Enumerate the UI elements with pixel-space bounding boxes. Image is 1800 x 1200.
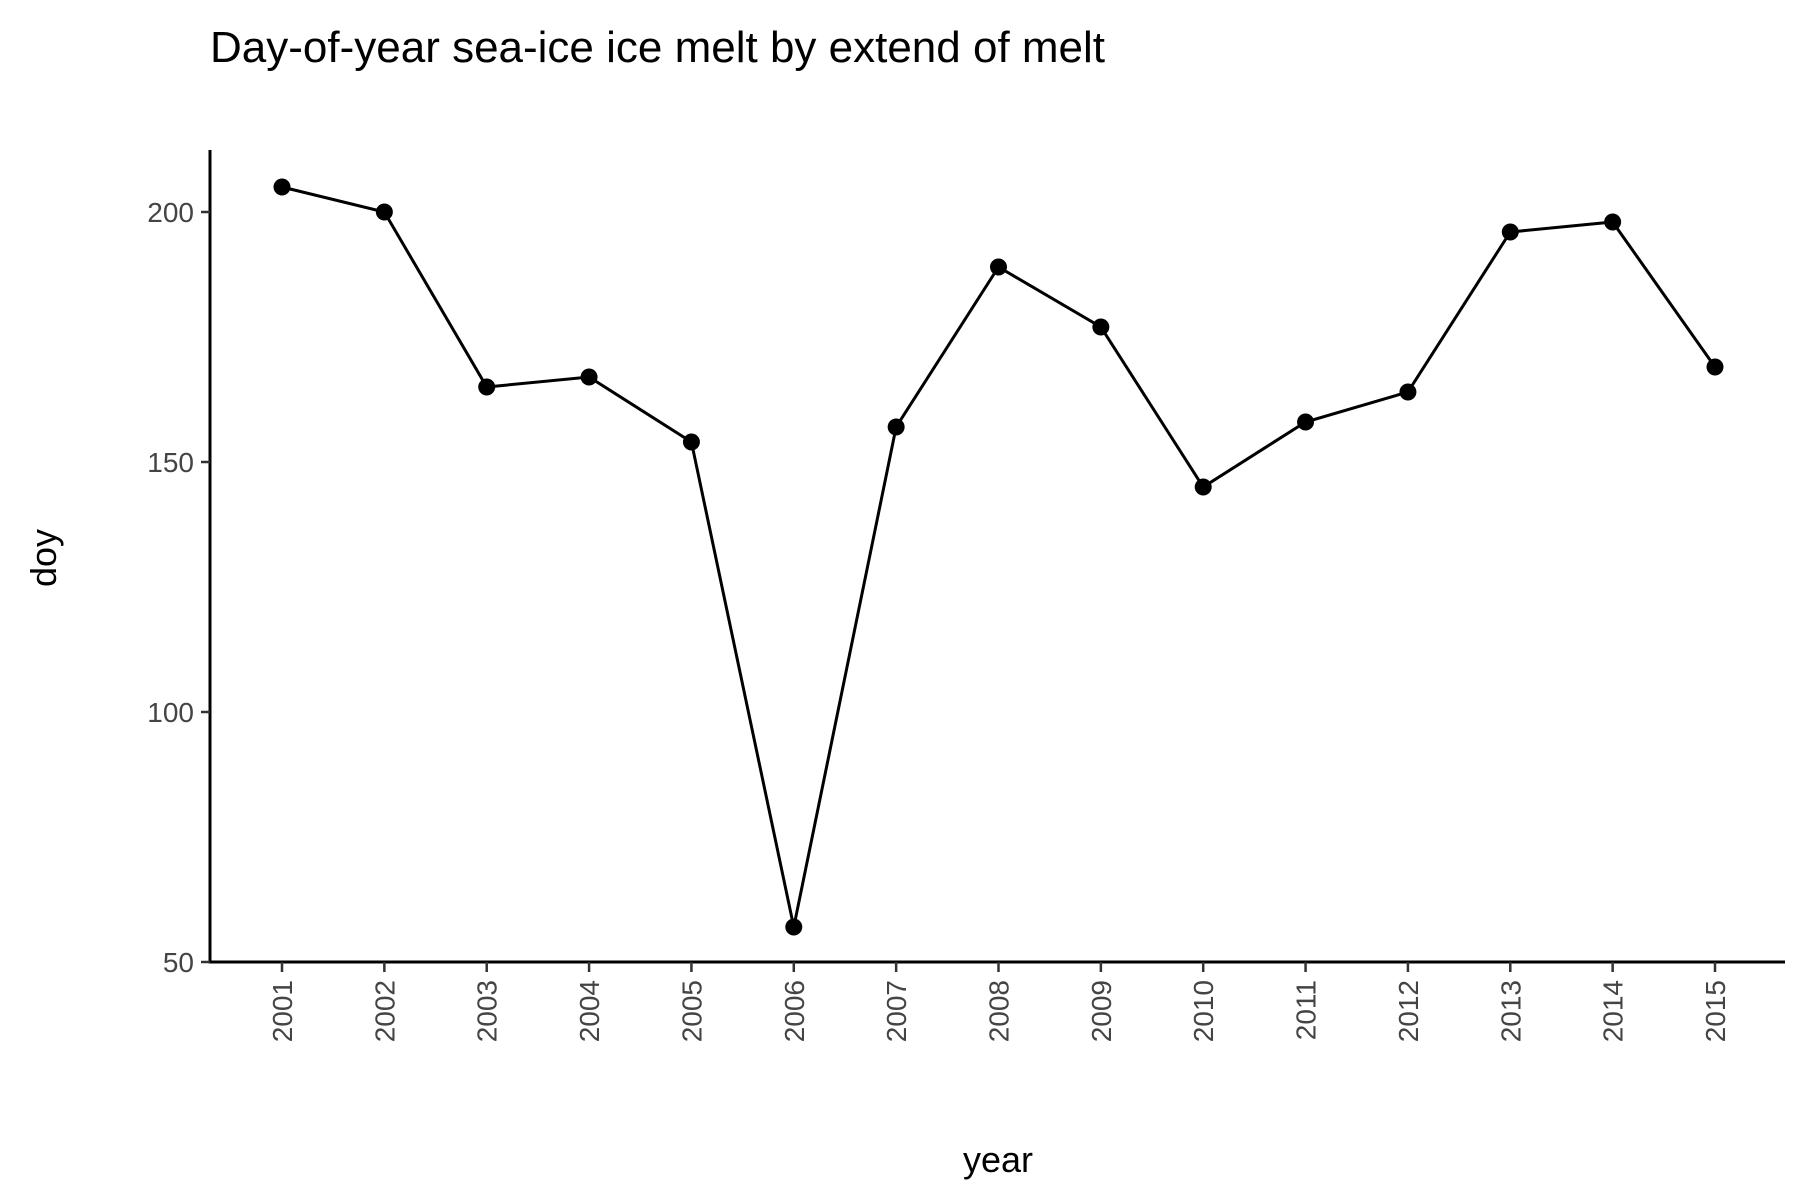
x-tick-label: 2005 [676, 980, 707, 1042]
y-tick-label: 50 [163, 947, 194, 978]
data-point [682, 433, 700, 451]
y-axis-title: doy [23, 529, 64, 587]
data-point [580, 368, 598, 386]
data-point [273, 178, 291, 196]
data-point [1297, 413, 1315, 431]
data-point [785, 918, 803, 936]
x-axis-title: year [963, 1139, 1033, 1180]
data-point [1194, 478, 1212, 496]
data-point [375, 203, 393, 221]
x-tick-label: 2011 [1291, 980, 1322, 1040]
data-point [478, 378, 496, 396]
x-tick-label: 2003 [472, 980, 503, 1042]
data-point [887, 418, 905, 436]
x-tick-label: 2009 [1086, 980, 1117, 1042]
x-tick-label: 2004 [574, 980, 605, 1042]
data-point [1501, 223, 1519, 241]
data-point [1706, 358, 1724, 376]
data-point [1399, 383, 1417, 401]
x-tick-label: 2014 [1598, 980, 1629, 1042]
x-tick-label: 2001 [267, 980, 298, 1042]
x-tick-label: 2008 [984, 980, 1015, 1042]
x-tick-label: 2010 [1188, 980, 1219, 1042]
y-tick-label: 200 [147, 197, 194, 228]
data-point [1092, 318, 1110, 336]
x-tick-label: 2015 [1700, 980, 1731, 1042]
data-point [1604, 213, 1622, 231]
y-tick-label: 100 [147, 697, 194, 728]
x-tick-label: 2013 [1495, 980, 1526, 1042]
data-point [990, 258, 1007, 276]
x-tick-label: 2007 [881, 980, 912, 1042]
series-line [281, 185, 1717, 928]
plot-area: 50 100 150 200 2001 2002 2003 2004 2005 2006 2007 2… [147, 150, 1785, 1042]
y-tick-label: 150 [147, 447, 194, 478]
x-tick-label: 2012 [1393, 980, 1424, 1042]
chart-title: Day-of-year sea-ice ice melt by extend o… [210, 23, 1105, 72]
x-tick-label: 2006 [779, 980, 810, 1042]
x-tick-label: 2002 [369, 980, 400, 1042]
